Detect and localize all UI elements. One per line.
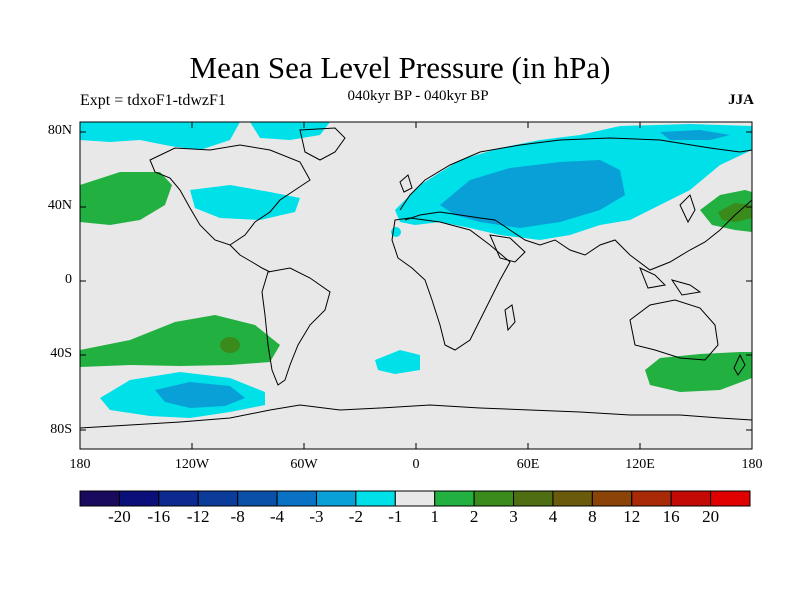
lat-label-80s: 80S (50, 422, 72, 437)
lon-label-60w: 60W (290, 457, 318, 472)
colorbar-swatch (197, 490, 239, 507)
colorbar-swatch (355, 490, 396, 507)
coast-australia (629, 299, 719, 361)
southern-ocean-anomaly-mid (155, 382, 245, 408)
lon-label-120w: 120W (174, 457, 210, 472)
arctic-anomaly-west (80, 122, 240, 150)
colorbar-label: -2 (348, 507, 363, 526)
colorbar-swatch (513, 490, 554, 507)
map-ticks (80, 122, 752, 449)
colorbar-label: 8 (588, 507, 597, 526)
colorbar-swatch (394, 490, 436, 507)
chart-subtitle: 040kyr BP - 040kyr BP (347, 88, 489, 104)
south-atlantic-anomaly (375, 350, 420, 374)
coast-europe-asia (399, 137, 753, 271)
coast-madagascar (504, 304, 516, 332)
south-indian-anomaly (645, 352, 752, 392)
colorbar-label: -1 (388, 507, 403, 526)
experiment-label: Expt = tdxoF1-tdwzF1 (80, 92, 226, 109)
colorbar-label: 1 (430, 507, 439, 526)
colorbar-label: 12 (623, 507, 641, 526)
colorbar-label: 3 (509, 507, 518, 526)
arctic-anomaly-atlantic (250, 122, 330, 140)
eurasia-anomaly-mid (440, 160, 625, 228)
colorbar-label: -3 (309, 507, 324, 526)
colorbar-label: -4 (269, 507, 285, 526)
lon-label-0: 0 (412, 457, 420, 472)
colorbar-label: 2 (469, 507, 479, 526)
lat-label-80n: 80N (47, 123, 72, 138)
coast-antarctica (79, 404, 753, 429)
lon-label-180w: 180 (69, 457, 91, 472)
coast-uk (399, 174, 413, 193)
colorbar-label: -16 (147, 507, 171, 526)
colorbar-label: -20 (108, 507, 131, 526)
lon-label-180e: 180 (741, 457, 763, 472)
lat-label-40s: 40S (50, 346, 72, 361)
colorbar-swatch (631, 490, 672, 507)
lat-label-40n: 40N (47, 198, 72, 213)
colorbar-swatch (591, 490, 633, 507)
colorbar-label: 4 (548, 507, 558, 526)
colorbar-swatch (237, 490, 278, 507)
colorbar-swatch (315, 490, 357, 507)
colorbar-swatch (79, 490, 120, 507)
coast-north-america (149, 144, 311, 246)
colorbar-swatch (276, 490, 317, 507)
south-pacific-core (220, 337, 240, 353)
south-pacific-anomaly (80, 315, 280, 367)
lon-label-60e: 60E (516, 457, 540, 472)
coast-arabia (489, 234, 526, 263)
iberia-anomaly (402, 202, 418, 218)
coast-southeast-asia (639, 267, 702, 296)
coast-greenland (299, 127, 346, 161)
coast-south-america (261, 267, 331, 386)
coastlines (79, 127, 753, 429)
north-atlantic-anomaly (190, 185, 300, 220)
north-pacific-west-anomaly (80, 172, 172, 225)
colorbar-swatch (710, 490, 751, 507)
season-label: JJA (728, 92, 754, 108)
colorbar-label: -12 (186, 507, 210, 526)
chart-title: Mean Sea Level Pressure (in hPa) (189, 50, 611, 85)
anomaly-shading (80, 122, 752, 418)
coast-japan (679, 194, 696, 224)
coast-new-zealand (733, 353, 746, 376)
colorbar-swatch (158, 490, 199, 507)
colorbar-swatch (473, 490, 515, 507)
colorbar-swatch (670, 490, 712, 507)
colorbar-swatch (552, 490, 593, 507)
colorbar-label: -8 (230, 507, 245, 526)
lon-label-120e: 120E (625, 457, 655, 472)
colorbar-label: 20 (702, 507, 720, 526)
arctic-anomaly-east-mid (660, 130, 730, 140)
colorbar-swatch (118, 490, 160, 507)
colorbar (79, 490, 751, 507)
colorbar-swatch (434, 490, 475, 507)
coast-africa (391, 217, 511, 351)
colorbar-label: 16 (662, 507, 680, 526)
lat-label-0: 0 (65, 272, 72, 287)
coast-central-america (229, 244, 271, 273)
